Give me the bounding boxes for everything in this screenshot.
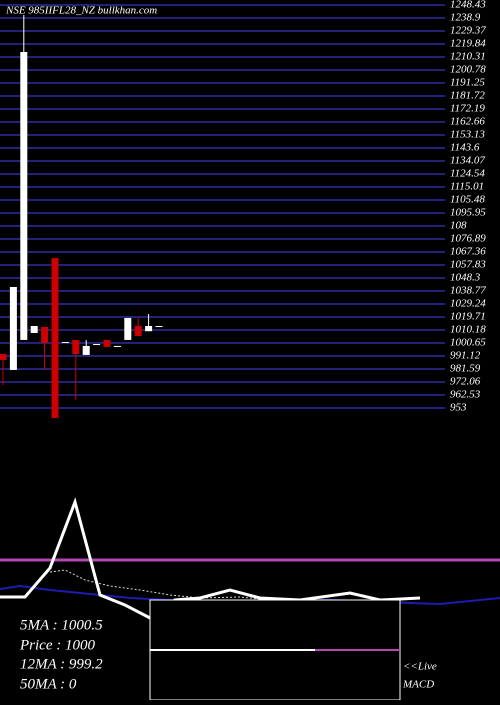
y-tick-label: 108 xyxy=(450,220,467,232)
y-tick-label: 1010.18 xyxy=(450,324,486,336)
info-text: 50MA : 0 xyxy=(20,676,77,692)
y-tick-label: 1219.84 xyxy=(450,38,486,50)
candle-body xyxy=(103,339,111,347)
candle-body xyxy=(41,326,49,343)
y-tick-label: 1067.36 xyxy=(450,246,486,258)
y-tick-label: 1115.01 xyxy=(450,181,484,193)
candle-body xyxy=(72,339,80,354)
y-tick-label: 1029.24 xyxy=(450,298,486,310)
candle-body xyxy=(51,258,59,418)
y-tick-label: 1105.48 xyxy=(450,194,485,206)
y-tick-label: 981.59 xyxy=(450,363,481,375)
candle-body xyxy=(0,353,7,360)
y-tick-label: 1172.19 xyxy=(450,103,485,115)
candle-body xyxy=(61,341,69,343)
chart-title: NSE 985IIFL28_NZ bullkhan.com xyxy=(5,5,157,17)
indicator-label: MACD xyxy=(402,679,434,691)
y-tick-label: 1238.9 xyxy=(450,12,481,24)
y-tick-label: 1181.72 xyxy=(450,90,485,102)
candle-body xyxy=(124,317,132,340)
y-tick-label: 1134.07 xyxy=(450,155,485,167)
y-tick-label: 972.06 xyxy=(450,376,481,388)
candle-body xyxy=(82,345,90,355)
candle-body xyxy=(20,51,28,340)
candle-body xyxy=(134,326,142,336)
y-tick-label: 962.53 xyxy=(450,389,481,401)
candle-body xyxy=(113,345,121,347)
candle-body xyxy=(155,326,163,328)
grid: 1248.431238.91229.371219.841210.311200.7… xyxy=(0,0,486,414)
candle-body xyxy=(93,344,101,346)
candle-body xyxy=(145,326,153,332)
y-tick-label: 1000.65 xyxy=(450,337,486,349)
info-text: Price : 1000 xyxy=(19,637,95,653)
y-tick-label: 1076.89 xyxy=(450,233,486,245)
y-tick-label: 1162.66 xyxy=(450,116,485,128)
live-label[interactable]: <<Live xyxy=(403,661,437,673)
y-tick-label: 1200.78 xyxy=(450,64,486,76)
info-text: 12MA : 999.2 xyxy=(20,656,103,672)
y-tick-label: 1095.95 xyxy=(450,207,486,219)
candles xyxy=(0,15,163,418)
ma-dotted-line xyxy=(49,569,271,601)
y-tick-label: 1048.3 xyxy=(450,272,481,284)
y-tick-label: 1248.43 xyxy=(450,0,486,11)
y-tick-label: 1038.77 xyxy=(450,285,486,297)
y-tick-label: 1191.25 xyxy=(450,77,485,89)
y-tick-label: 1124.54 xyxy=(450,168,485,180)
y-tick-label: 1057.83 xyxy=(450,259,486,271)
y-tick-label: 1019.71 xyxy=(450,311,486,323)
candle-body xyxy=(30,326,38,333)
y-tick-label: 991.12 xyxy=(450,350,481,362)
y-tick-label: 1143.6 xyxy=(450,142,480,154)
info-text: 5MA : 1000.5 xyxy=(20,617,103,633)
y-tick-label: 1229.37 xyxy=(450,25,486,37)
candle-body xyxy=(9,287,17,370)
y-tick-label: 953 xyxy=(450,402,467,414)
y-tick-label: 1210.31 xyxy=(450,51,486,63)
y-tick-label: 1153.13 xyxy=(450,129,485,141)
